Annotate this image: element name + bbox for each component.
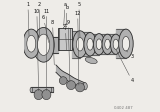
Text: 3: 3 <box>126 50 134 58</box>
Ellipse shape <box>83 83 87 90</box>
Text: 9: 9 <box>67 20 70 82</box>
Ellipse shape <box>85 57 97 64</box>
Polygon shape <box>56 65 85 89</box>
Ellipse shape <box>33 27 54 62</box>
Polygon shape <box>33 41 46 54</box>
Ellipse shape <box>23 29 40 58</box>
Text: 6: 6 <box>42 15 49 43</box>
Bar <box>58 28 72 50</box>
Ellipse shape <box>119 29 133 58</box>
Ellipse shape <box>76 38 84 51</box>
Ellipse shape <box>76 83 84 92</box>
Text: b: b <box>66 5 69 26</box>
Ellipse shape <box>42 90 51 100</box>
Ellipse shape <box>110 34 121 54</box>
Text: 7: 7 <box>64 26 67 50</box>
Ellipse shape <box>37 34 50 55</box>
Ellipse shape <box>122 36 130 51</box>
Ellipse shape <box>87 38 93 50</box>
Ellipse shape <box>84 32 96 56</box>
Ellipse shape <box>30 87 32 93</box>
Text: 12: 12 <box>75 11 81 85</box>
Text: 5: 5 <box>77 2 80 38</box>
Ellipse shape <box>51 87 54 93</box>
Ellipse shape <box>105 39 110 49</box>
Ellipse shape <box>34 90 43 100</box>
Text: 11: 11 <box>43 9 50 91</box>
Ellipse shape <box>59 77 67 85</box>
Ellipse shape <box>73 31 87 58</box>
Ellipse shape <box>96 39 102 50</box>
Text: 1: 1 <box>26 2 29 36</box>
Text: 0402 487: 0402 487 <box>114 106 133 110</box>
Text: 4: 4 <box>116 49 134 83</box>
Ellipse shape <box>67 81 76 90</box>
Ellipse shape <box>93 34 105 55</box>
Text: 8: 8 <box>51 20 54 65</box>
Ellipse shape <box>102 34 113 54</box>
Text: a: a <box>63 2 66 26</box>
Ellipse shape <box>113 39 119 49</box>
Text: 2: 2 <box>38 2 41 36</box>
Ellipse shape <box>27 35 36 52</box>
Text: 10: 10 <box>34 9 40 91</box>
